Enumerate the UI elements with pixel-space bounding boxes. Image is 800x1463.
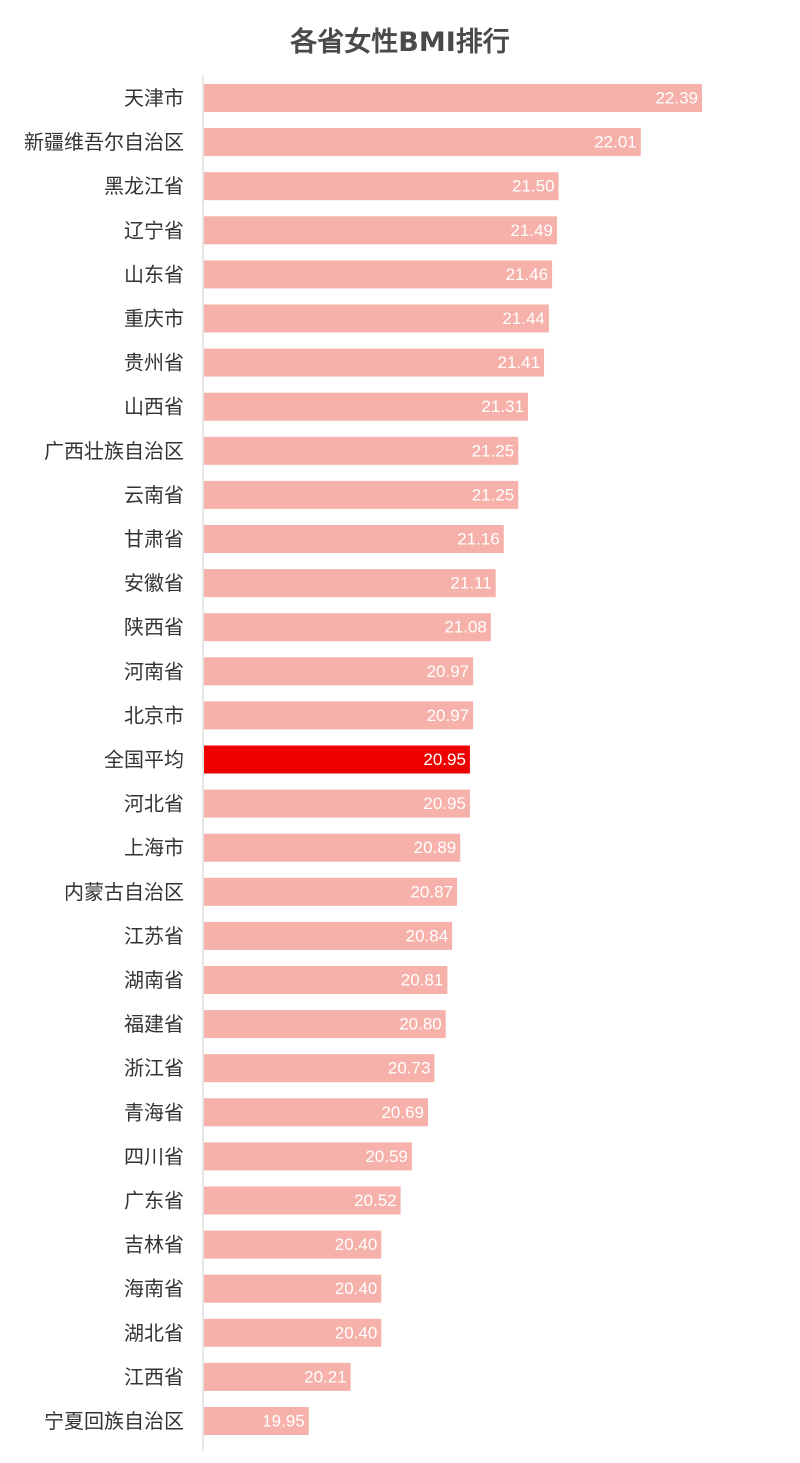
data-label: 20.40 <box>335 1279 378 1298</box>
data-label: 22.01 <box>594 133 637 152</box>
category-label: 江苏省 <box>124 924 184 948</box>
data-label: 21.49 <box>510 221 553 240</box>
data-label: 21.08 <box>444 618 487 637</box>
chart-title: 各省女性BMI排行 <box>290 27 510 58</box>
data-label: 21.46 <box>506 265 549 284</box>
data-label: 20.40 <box>335 1323 378 1342</box>
category-label: 广西壮族自治区 <box>44 439 184 463</box>
data-label: 21.11 <box>450 574 491 593</box>
bar <box>204 1274 382 1303</box>
category-label: 天津市 <box>124 86 184 110</box>
category-label: 黑龙江省 <box>104 174 184 198</box>
category-label: 宁夏回族自治区 <box>44 1409 184 1433</box>
bar <box>204 1318 382 1347</box>
category-label: 全国平均 <box>104 748 184 772</box>
bar <box>204 569 496 598</box>
category-label: 海南省 <box>124 1277 184 1301</box>
bar <box>204 436 519 465</box>
data-label: 21.16 <box>457 530 500 549</box>
bar-highlight <box>204 745 470 774</box>
data-label: 20.81 <box>401 971 444 990</box>
bar <box>204 877 458 906</box>
category-label: 广东省 <box>124 1189 184 1213</box>
category-label: 河北省 <box>124 792 184 816</box>
data-label: 22.39 <box>655 89 698 108</box>
bar <box>204 1230 382 1259</box>
category-label: 吉林省 <box>124 1233 184 1257</box>
category-label: 四川省 <box>124 1144 184 1168</box>
category-label: 云南省 <box>124 483 184 507</box>
data-label: 21.44 <box>502 309 545 328</box>
category-label: 上海市 <box>124 836 184 860</box>
category-label: 北京市 <box>124 703 184 727</box>
data-label: 21.50 <box>512 177 555 196</box>
data-label: 20.80 <box>399 1015 442 1034</box>
data-label: 20.59 <box>365 1147 408 1166</box>
bar <box>204 613 491 642</box>
category-label: 甘肃省 <box>124 527 184 551</box>
data-label: 20.21 <box>304 1367 347 1386</box>
data-label: 21.31 <box>481 397 524 416</box>
data-label: 21.25 <box>472 441 515 460</box>
category-label: 湖北省 <box>124 1321 184 1345</box>
bar <box>204 480 519 509</box>
bar <box>204 966 448 994</box>
category-label: 内蒙古自治区 <box>64 880 184 904</box>
data-label: 20.95 <box>423 794 466 813</box>
bar <box>204 172 559 201</box>
data-label: 20.52 <box>354 1191 397 1210</box>
bar <box>204 216 557 245</box>
bar <box>204 348 545 377</box>
data-label: 20.97 <box>427 662 470 681</box>
data-label: 19.95 <box>262 1412 305 1431</box>
data-label: 20.97 <box>427 706 470 725</box>
data-label: 20.89 <box>414 838 457 857</box>
bar <box>204 657 474 686</box>
bar <box>204 260 553 289</box>
data-label: 20.87 <box>410 882 453 901</box>
bar <box>204 701 474 730</box>
category-label: 安徽省 <box>124 571 184 595</box>
category-label: 浙江省 <box>124 1056 184 1080</box>
category-label: 山西省 <box>124 395 184 419</box>
category-label: 湖南省 <box>124 968 184 992</box>
data-label: 20.95 <box>423 750 466 769</box>
bar <box>204 1098 429 1127</box>
bar <box>204 833 461 862</box>
category-label: 江西省 <box>124 1365 184 1389</box>
bar <box>204 1010 446 1039</box>
bar <box>204 304 549 333</box>
category-label: 贵州省 <box>124 351 184 375</box>
category-label: 河南省 <box>124 659 184 683</box>
data-label: 20.40 <box>335 1235 378 1254</box>
bar <box>204 392 528 421</box>
category-label: 陕西省 <box>124 615 184 639</box>
bar <box>204 84 702 112</box>
bar <box>204 1407 309 1435</box>
data-label: 21.41 <box>498 353 541 372</box>
data-label: 20.69 <box>381 1103 424 1122</box>
category-label: 山东省 <box>124 262 184 286</box>
bar <box>204 1186 401 1215</box>
category-label: 青海省 <box>124 1100 184 1124</box>
category-label: 辽宁省 <box>124 218 184 242</box>
category-label: 新疆维吾尔自治区 <box>24 130 184 154</box>
bar <box>204 1362 351 1391</box>
category-label: 福建省 <box>124 1012 184 1036</box>
data-label: 21.25 <box>472 485 515 504</box>
bar <box>204 921 453 950</box>
bar <box>204 525 504 553</box>
bar <box>204 1054 435 1083</box>
data-label: 20.84 <box>406 926 449 945</box>
category-label: 重庆市 <box>124 307 184 331</box>
bar <box>204 128 641 157</box>
bar <box>204 1142 412 1171</box>
data-label: 20.73 <box>388 1059 431 1078</box>
bar <box>204 789 470 818</box>
